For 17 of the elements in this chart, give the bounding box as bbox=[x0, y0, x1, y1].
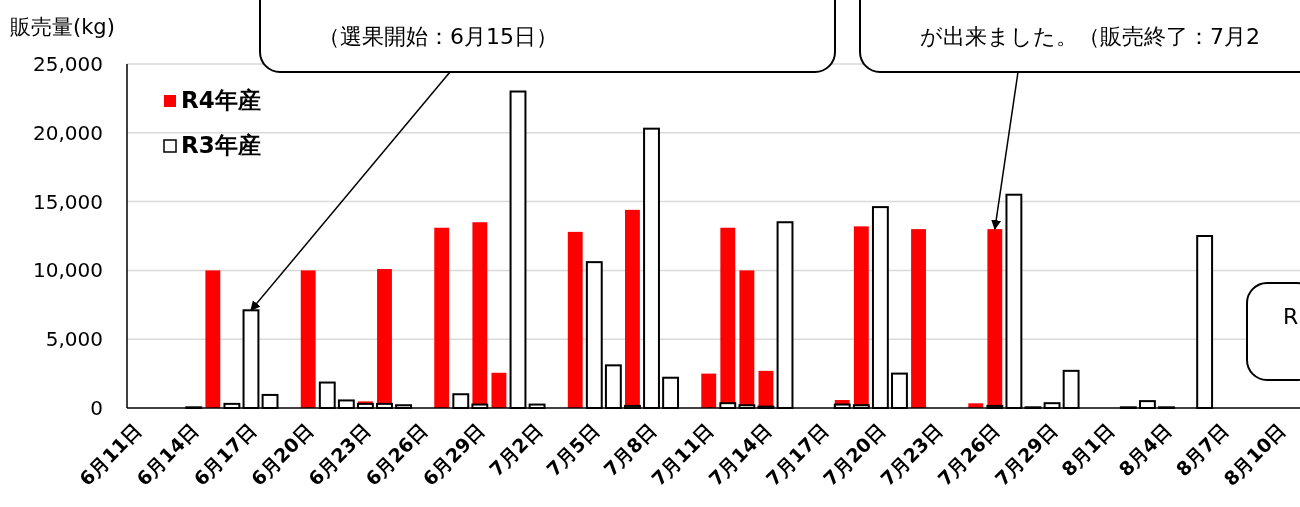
annotation: が出来ました。（販売終了：7月2 bbox=[920, 24, 1260, 49]
annotation: R bbox=[1283, 304, 1299, 329]
y-tick-label: 0 bbox=[90, 396, 103, 420]
y-axis-title: 販売量(kg) bbox=[10, 15, 115, 39]
annotation: R bbox=[1246, 282, 1300, 381]
x-tick-label: 8月4日 bbox=[1114, 419, 1176, 481]
y-tick-label: 25,000 bbox=[33, 52, 103, 76]
y-tick-label: 10,000 bbox=[33, 258, 103, 283]
annotation: （選果開始：6月15日） bbox=[259, 0, 836, 73]
y-tick-label: 5,000 bbox=[45, 327, 103, 352]
legend-label: R4年産 bbox=[181, 87, 261, 113]
annotation: （選果開始：6月15日） bbox=[318, 24, 558, 49]
annotation: が出来ました。（販売終了：7月2 bbox=[859, 0, 1300, 73]
y-tick-label: 20,000 bbox=[33, 120, 103, 145]
x-tick-label: 7月2日 bbox=[484, 419, 546, 481]
y-tick-label: 15,000 bbox=[33, 189, 103, 214]
legend-label: R3年産 bbox=[181, 132, 261, 158]
